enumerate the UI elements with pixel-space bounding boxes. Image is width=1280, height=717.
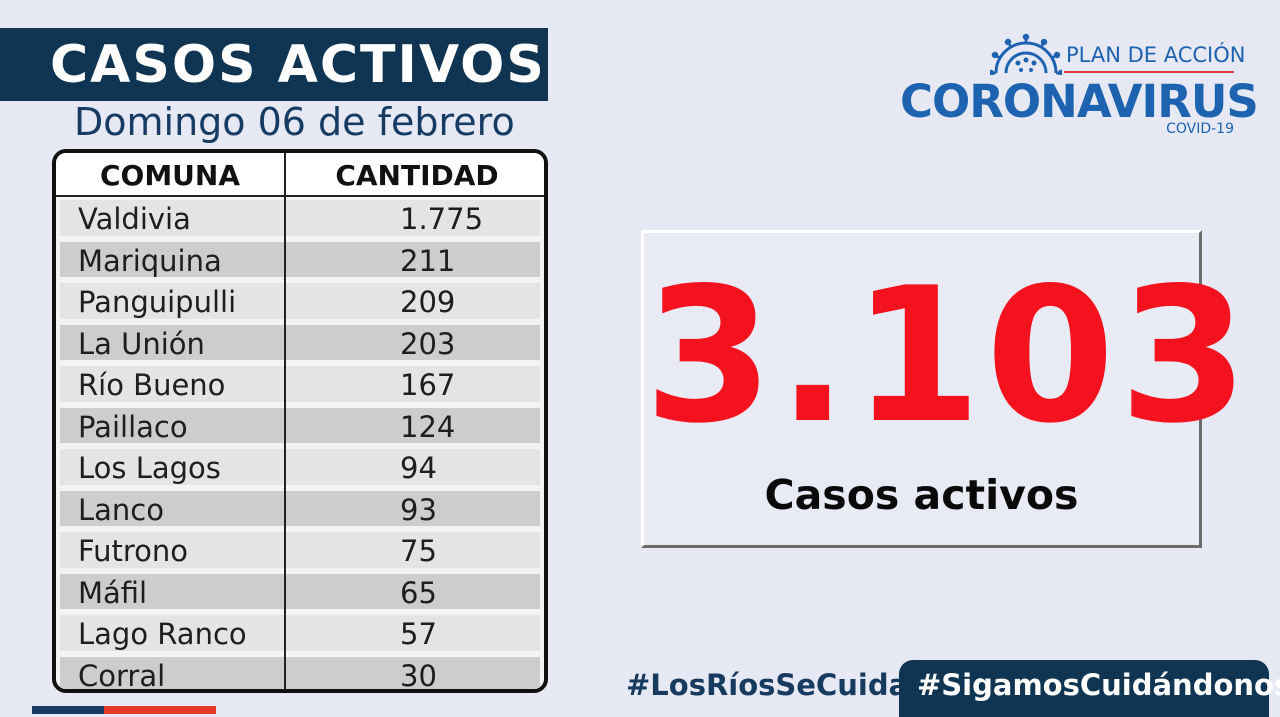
logo-plan-text: PLAN DE ACCIÓN (1066, 43, 1246, 67)
logo-underline (1064, 71, 1234, 73)
table-row: Paillaco 124 (56, 405, 544, 447)
total-cases-number: 3.103 (644, 247, 1253, 464)
table-row: Río Bueno 167 (56, 363, 544, 405)
case-count: 209 (400, 285, 456, 319)
comuna-name: Río Bueno (78, 368, 226, 402)
column-header-cantidad: CANTIDAD (335, 159, 499, 192)
case-count: 93 (400, 492, 437, 527)
table-row: Lanco 93 (56, 488, 544, 530)
comuna-name: Paillaco (78, 409, 188, 444)
report-date: Domingo 06 de febrero (74, 100, 515, 144)
case-count: 75 (400, 534, 437, 568)
column-divider (284, 153, 286, 689)
accent-stripe (32, 706, 216, 714)
table-row: Futrono 75 (56, 529, 544, 571)
hashtag-banner: #SigamosCuidándonos (899, 660, 1280, 717)
table-row: Los Lagos 94 (56, 446, 544, 488)
case-count: 203 (400, 326, 456, 361)
comuna-name: Mariquina (78, 243, 222, 278)
table-header: COMUNA CANTIDAD (56, 153, 544, 197)
table-row: Mariquina 211 (56, 239, 544, 281)
column-header-comuna: COMUNA (99, 159, 241, 192)
logo-coronavirus-text: CORONAVIRUS (900, 75, 1259, 128)
case-count: 94 (400, 451, 437, 485)
case-count: 1.775 (400, 202, 484, 236)
table-row: Valdivia 1.775 (56, 197, 544, 239)
case-count: 30 (400, 658, 437, 693)
comuna-name: Lago Ranco (78, 617, 247, 651)
case-count: 65 (400, 575, 437, 610)
hashtag-regional: #LosRíosSeCuida (626, 668, 909, 702)
comuna-name: La Unión (78, 326, 205, 361)
table-row: Panguipulli 209 (56, 280, 544, 322)
case-count: 211 (400, 243, 456, 278)
case-count: 167 (400, 368, 456, 402)
table-row: La Unión 203 (56, 322, 544, 364)
hashtag-national: #SigamosCuidándonos (917, 668, 1280, 702)
comuna-name: Los Lagos (78, 451, 221, 485)
total-cases-box: 3.103 Casos activos (641, 230, 1253, 548)
virus-icon (990, 33, 1062, 75)
comuna-name: Panguipulli (78, 285, 237, 319)
table-row: Máfil 65 (56, 571, 544, 613)
title-banner: CASOS ACTIVOS (0, 28, 548, 101)
comuna-name: Lanco (78, 492, 164, 527)
cases-table: COMUNA CANTIDAD Valdivia 1.775 Mariquina… (52, 149, 548, 693)
table-row: Corral 30 (56, 654, 544, 693)
comuna-name: Futrono (78, 534, 188, 568)
comuna-name: Máfil (78, 575, 148, 610)
logo-covid-text: COVID-19 (1166, 121, 1234, 137)
case-count: 57 (400, 617, 437, 651)
table-row: Lago Ranco 57 (56, 612, 544, 654)
page-title: CASOS ACTIVOS (50, 34, 546, 95)
coronavirus-plan-logo: PLAN DE ACCIÓN CORONAVIRUS COVID-19 (900, 33, 1259, 143)
total-cases-label: Casos activos (764, 471, 1079, 519)
table-body: Valdivia 1.775 Mariquina 211 Panguipulli… (56, 197, 544, 689)
comuna-name: Corral (78, 658, 166, 693)
case-count: 124 (400, 409, 456, 444)
comuna-name: Valdivia (78, 202, 191, 236)
